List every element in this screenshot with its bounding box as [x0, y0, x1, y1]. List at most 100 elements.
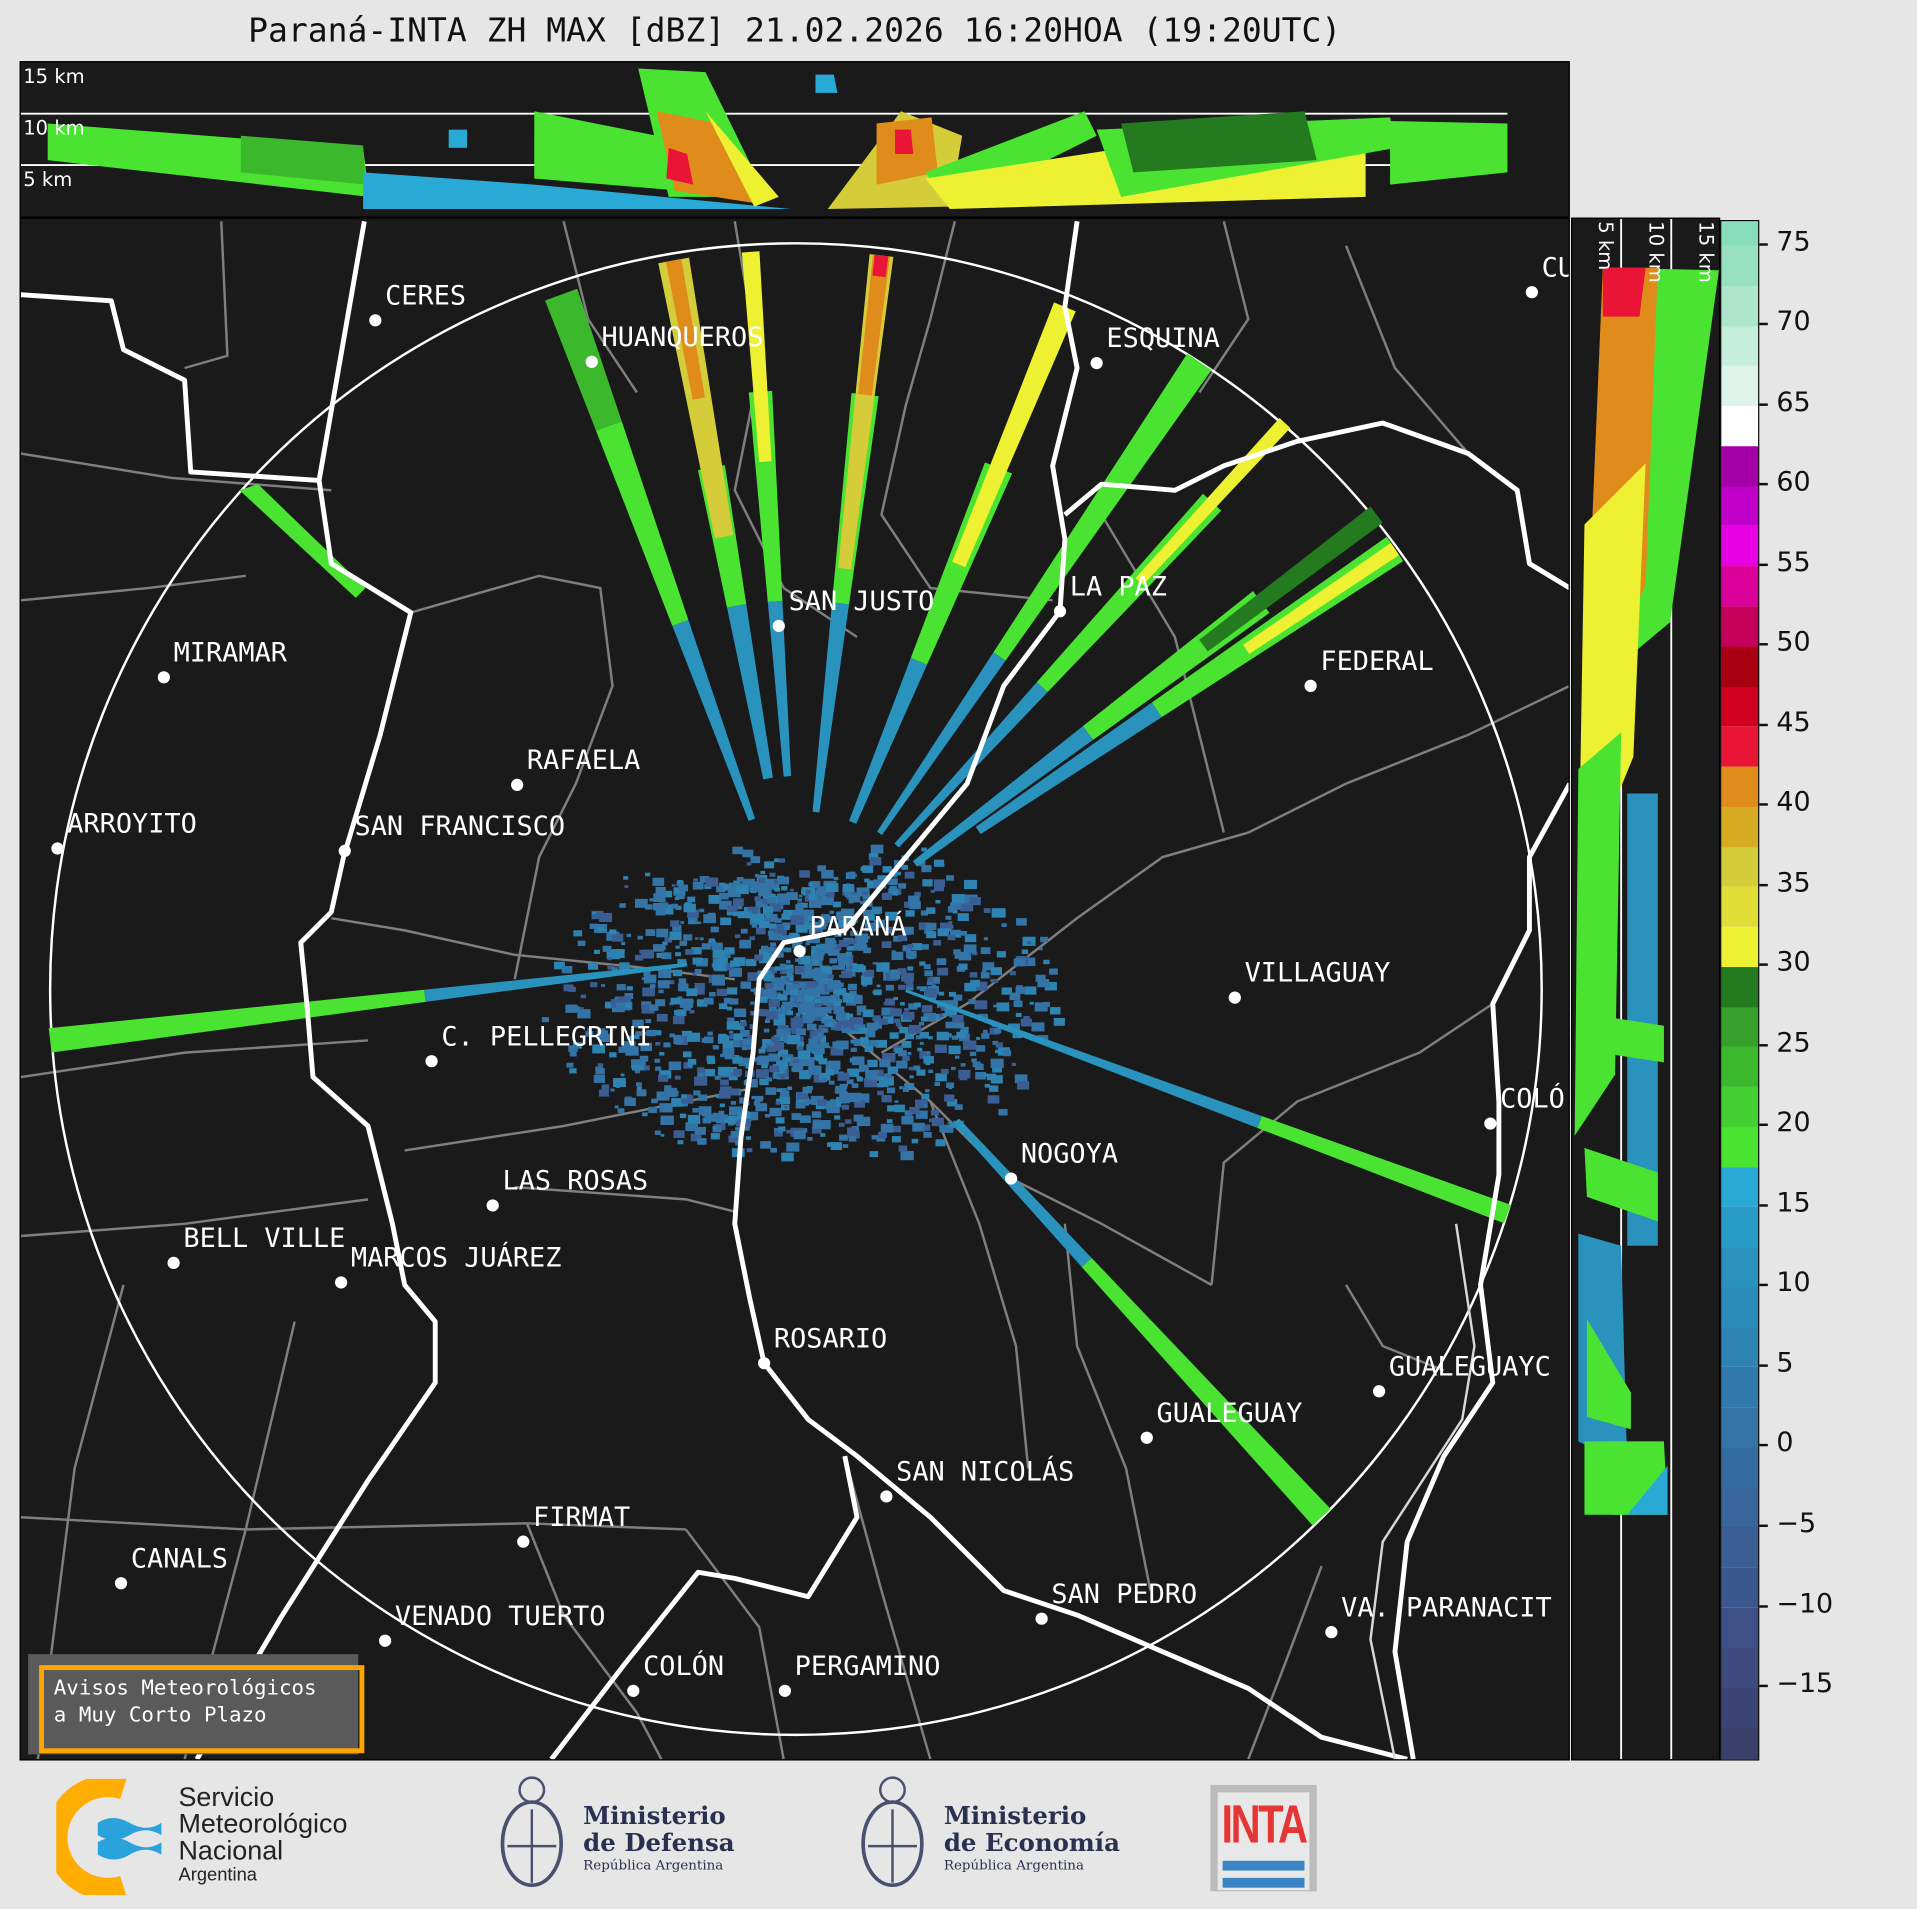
cross-section-echo	[1627, 1465, 1668, 1515]
cross-section-echo	[240, 135, 366, 185]
radar-echo	[786, 1142, 800, 1152]
radar-echo	[604, 1001, 615, 1009]
radar-echo	[876, 984, 881, 988]
province-border	[20, 1198, 369, 1238]
radar-echo	[931, 1117, 944, 1127]
radar-echo	[697, 1067, 705, 1073]
radar-echo	[634, 1069, 641, 1074]
radar-echo	[849, 938, 857, 944]
radar-echo	[806, 987, 818, 996]
radar-echo	[664, 1085, 672, 1091]
radar-echo	[919, 961, 926, 966]
radar-echo	[905, 989, 1262, 1128]
radar-echo	[769, 903, 782, 912]
radar-echo	[893, 935, 902, 942]
radar-echo	[762, 906, 774, 914]
radar-echo	[862, 865, 874, 873]
radar-echo	[746, 862, 752, 866]
radar-echo	[851, 1083, 859, 1088]
radar-echo	[926, 980, 933, 985]
city-marker	[517, 1535, 530, 1548]
radar-echo	[760, 1141, 771, 1149]
radar-echo	[919, 986, 927, 992]
radar-echo	[923, 1012, 936, 1022]
radar-echo	[885, 984, 894, 991]
radar-echo	[727, 912, 732, 916]
radar-echo	[796, 996, 807, 1004]
radar-echo	[918, 922, 930, 930]
radar-echo	[972, 951, 978, 956]
radar-echo	[960, 902, 974, 912]
radar-echo	[930, 1109, 940, 1116]
radar-echo	[813, 1054, 823, 1061]
radar-echo	[848, 1092, 862, 1102]
radar-echo	[682, 1051, 692, 1058]
economia-line-2: de Economía	[943, 1827, 1120, 1858]
smn-logo: Servicio Meteorológico Nacional Argentin…	[56, 1778, 398, 1895]
radar-echo	[658, 968, 672, 979]
radar-echo	[1014, 1074, 1028, 1084]
radar-echo	[888, 888, 899, 896]
radar-echo	[888, 878, 898, 885]
radar-echo	[614, 1105, 619, 1109]
radar-echo	[933, 1013, 942, 1020]
radar-echo	[1001, 987, 1013, 995]
radar-echo	[797, 898, 803, 902]
radar-echo	[1038, 947, 1043, 951]
radar-echo	[852, 1056, 865, 1066]
radar-echo	[798, 989, 809, 997]
defensa-logo: Ministerio de Defensa República Argentin…	[495, 1773, 752, 1901]
radar-echo	[760, 870, 766, 875]
radar-echo	[599, 912, 613, 922]
radar-echo	[727, 1017, 735, 1023]
radar-echo	[664, 1087, 678, 1097]
radar-echo	[784, 926, 790, 930]
radar-map[interactable]: CERES HUANQUEROS ESQUINA CU SAN JUSTO LA PAZ M…	[19, 217, 1570, 1761]
radar-echo	[787, 976, 794, 981]
radar-echo	[830, 1142, 843, 1151]
radar-echo	[954, 1021, 965, 1029]
radar-echo	[822, 1006, 832, 1014]
radar-echo	[780, 969, 787, 975]
city-label: RAFAELA	[526, 745, 641, 777]
radar-echo	[833, 1001, 841, 1007]
radar-echo	[814, 948, 825, 956]
radar-echo	[847, 875, 852, 879]
colorbar-bin	[1721, 765, 1759, 807]
radar-echo	[649, 1004, 659, 1011]
radar-echo	[801, 1015, 813, 1024]
radar-echo	[674, 897, 679, 901]
radar-echo	[848, 871, 856, 877]
radar-echo	[1026, 941, 1032, 945]
radar-echo	[948, 925, 954, 929]
radar-echo	[758, 996, 768, 1003]
radar-echo	[969, 1051, 977, 1057]
radar-echo	[850, 1047, 857, 1052]
radar-echo	[587, 1028, 592, 1032]
radar-echo	[936, 958, 947, 966]
radar-echo	[712, 1112, 723, 1120]
radar-echo	[660, 1115, 674, 1125]
radar-echo	[837, 1018, 851, 1028]
radar-echo	[801, 1057, 815, 1067]
radar-echo	[908, 1003, 918, 1010]
boundary-line	[1392, 782, 1569, 1760]
radar-echo	[784, 1057, 791, 1062]
radar-echo	[941, 1124, 954, 1133]
radar-echo	[919, 1042, 924, 1045]
radar-echo	[983, 908, 991, 913]
radar-echo	[826, 1045, 831, 1049]
radar-echo	[872, 254, 889, 278]
radar-echo	[795, 904, 804, 911]
radar-echo	[946, 1099, 958, 1107]
radar-echo	[882, 1052, 896, 1063]
radar-echo	[774, 879, 781, 885]
colorbar-bin	[1721, 1126, 1759, 1168]
colorbar-tick: 10	[1759, 1268, 1811, 1299]
radar-echo	[767, 878, 780, 888]
radar-echo	[679, 1113, 687, 1119]
radar-echo	[968, 935, 975, 940]
radar-echo	[759, 954, 773, 964]
radar-echo	[801, 889, 808, 895]
radar-echo	[681, 1030, 692, 1038]
